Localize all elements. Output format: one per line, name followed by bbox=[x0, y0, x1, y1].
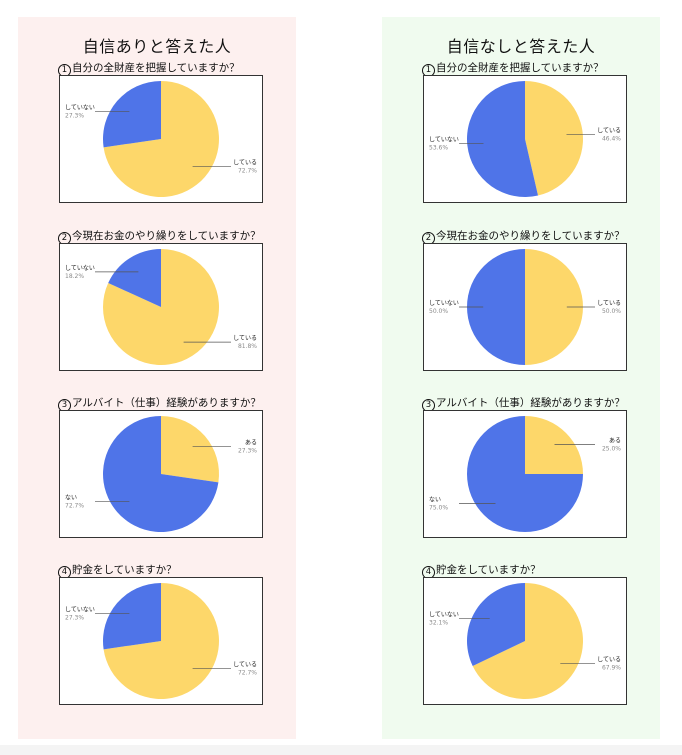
pie-slice-yellow bbox=[472, 583, 584, 699]
pie-slice-blue bbox=[467, 583, 525, 667]
slice-label: ない bbox=[429, 497, 441, 504]
slice-label: している bbox=[597, 656, 621, 663]
question-label: 2 今現在お金のやり繰りをしていますか？ bbox=[422, 228, 625, 245]
slice-label: ない bbox=[65, 494, 77, 501]
question-label: 1 自分の全財産を把握していますか？ bbox=[422, 60, 604, 77]
slice-label: していない bbox=[65, 265, 95, 272]
slice-percent: 27.3% bbox=[65, 113, 84, 120]
slice-percent: 46.4% bbox=[602, 135, 621, 142]
slice-percent: 50.0% bbox=[602, 308, 621, 315]
slice-label: していない bbox=[65, 105, 95, 112]
slice-label: している bbox=[233, 159, 257, 166]
slice-label: していない bbox=[65, 607, 95, 614]
question-text: 自分の全財産を把握していますか？ bbox=[436, 62, 604, 74]
slice-percent: 50.0% bbox=[429, 308, 448, 315]
pie-chart-box: している 67.9% していない 32.1% bbox=[423, 577, 627, 705]
pie-chart-box: している 72.7% していない 27.3% bbox=[59, 75, 263, 203]
pie-slice-blue bbox=[467, 249, 525, 365]
slice-label: していない bbox=[429, 612, 459, 619]
slice-percent: 81.8% bbox=[238, 343, 257, 350]
slice-percent: 27.3% bbox=[238, 448, 257, 455]
pie-slice-blue bbox=[102, 81, 161, 148]
pie-slice-yellow bbox=[102, 249, 219, 365]
question-text: 今現在お金のやり繰りをしていますか？ bbox=[72, 230, 261, 242]
pie-slice-yellow bbox=[103, 583, 219, 699]
question-text: 貯金をしていますか？ bbox=[72, 564, 177, 576]
pie-slice-yellow bbox=[103, 81, 219, 197]
question-label: 4 貯金をしていますか？ bbox=[58, 562, 177, 579]
slice-percent: 53.6% bbox=[429, 145, 448, 152]
question-text: 自分の全財産を把握していますか？ bbox=[72, 62, 240, 74]
pie-slice-yellow bbox=[525, 416, 583, 474]
slice-percent: 72.7% bbox=[238, 669, 257, 676]
panel-title: 自信ありと答えた人 bbox=[82, 37, 232, 56]
slice-percent: 72.7% bbox=[65, 502, 84, 509]
pie-chart-box: している 50.0% していない 50.0% bbox=[423, 243, 627, 371]
slice-label: ある bbox=[609, 438, 621, 445]
slice-label: している bbox=[233, 335, 257, 342]
pie-chart-box: ある 25.0% ない 75.0% bbox=[423, 410, 627, 538]
question-text: アルバイト（仕事）経験がありますか？ bbox=[72, 397, 261, 409]
slice-label: していない bbox=[429, 137, 459, 144]
slice-label: している bbox=[597, 127, 621, 134]
slice-percent: 27.3% bbox=[65, 615, 84, 622]
pie-chart-box: している 81.8% していない 18.2% bbox=[59, 243, 263, 371]
slice-percent: 32.1% bbox=[429, 620, 448, 627]
pie-slice-yellow bbox=[525, 249, 583, 365]
slice-label: している bbox=[233, 661, 257, 668]
slice-label: している bbox=[597, 300, 621, 307]
pie-slice-yellow bbox=[161, 416, 220, 483]
slice-percent: 72.7% bbox=[238, 167, 257, 174]
pie-chart-box: している 46.4% していない 53.6% bbox=[423, 75, 627, 203]
pie-chart-box: ある 27.3% ない 72.7% bbox=[59, 410, 263, 538]
question-text: アルバイト（仕事）経験がありますか？ bbox=[436, 397, 625, 409]
slice-label: していない bbox=[429, 300, 459, 307]
pie-slice-blue bbox=[467, 416, 583, 532]
pie-chart-box: している 72.7% していない 27.3% bbox=[59, 577, 263, 705]
slice-percent: 67.9% bbox=[602, 664, 621, 671]
panel-title: 自信なしと答えた人 bbox=[446, 37, 596, 56]
pie-slice-yellow bbox=[525, 81, 583, 196]
slice-percent: 25.0% bbox=[602, 446, 621, 453]
question-text: 今現在お金のやり繰りをしていますか？ bbox=[436, 230, 625, 242]
slice-percent: 18.2% bbox=[65, 273, 84, 280]
pie-slice-blue bbox=[103, 416, 219, 532]
question-text: 貯金をしていますか？ bbox=[436, 564, 541, 576]
pie-slice-blue bbox=[102, 583, 161, 650]
panel-not-confident: 自信なしと答えた人 1 自分の全財産を把握していますか？ している 46.4% してい… bbox=[382, 17, 660, 739]
pie-slice-blue bbox=[466, 80, 539, 197]
bottom-bar bbox=[0, 745, 682, 755]
panel-confident: 自信ありと答えた人 1 自分の全財産を把握していますか？ している 72.7% してい… bbox=[18, 17, 296, 739]
slice-percent: 75.0% bbox=[429, 505, 448, 512]
pie-slice-blue bbox=[108, 249, 161, 307]
question-label: 3 アルバイト（仕事）経験がありますか？ bbox=[58, 395, 261, 412]
slice-label: ある bbox=[245, 440, 257, 447]
